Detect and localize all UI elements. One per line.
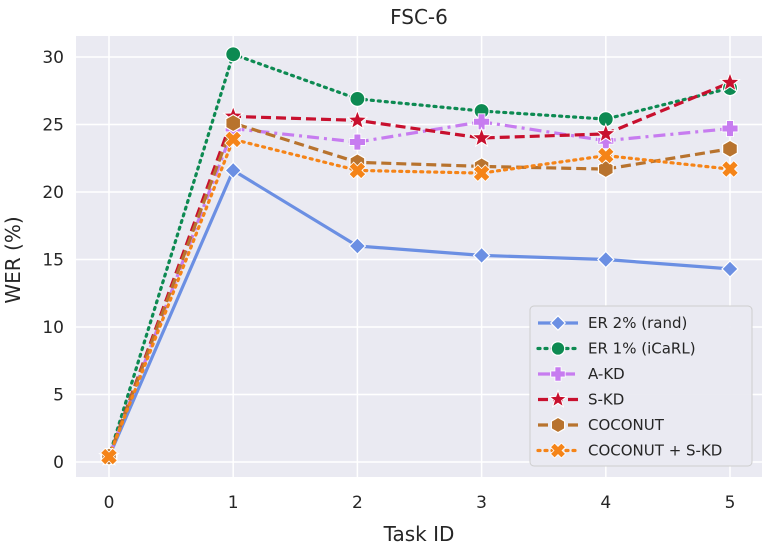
legend-label-1: ER 1% (iCaRL)	[588, 340, 696, 358]
data-point-series-5-task-3	[472, 164, 491, 182]
x-axis-label: Task ID	[383, 522, 455, 546]
series-line-4	[107, 121, 731, 458]
data-point-series-4-task-4	[597, 159, 614, 179]
y-tick-label: 25	[42, 116, 64, 136]
data-point-series-3-task-3	[470, 126, 493, 148]
x-tick-label: 5	[725, 493, 736, 513]
y-axis: 0 5 10 15 20 25 30	[42, 48, 64, 473]
data-point-series-1-task-2	[349, 90, 366, 107]
data-point-series-1-task-1	[225, 46, 242, 63]
x-marker-shape	[100, 447, 118, 466]
y-tick-label: 20	[42, 183, 64, 203]
series-markers	[98, 46, 741, 466]
y-tick-label: 0	[53, 453, 64, 473]
legend-marker-2	[550, 366, 566, 382]
data-point-series-5-task-4	[596, 146, 615, 165]
data-point-series-5-task-0	[100, 447, 118, 466]
data-point-series-2-task-2	[349, 133, 366, 151]
data-point-series-0-task-5	[721, 260, 739, 278]
data-point-series-2-task-5	[721, 120, 739, 137]
series-line-3	[107, 81, 731, 458]
legend-label-2: A-KD	[588, 365, 625, 383]
data-point-series-3-task-2	[346, 109, 369, 130]
legend-label-3: S-KD	[588, 391, 624, 409]
legend-label-0: ER 2% (rand)	[588, 314, 687, 332]
data-point-series-3-task-5	[719, 71, 741, 92]
x-marker-shape	[596, 146, 615, 165]
y-tick-label: 10	[42, 318, 64, 338]
series-line-0	[107, 168, 731, 458]
data-point-series-0-task-1	[224, 161, 243, 180]
x-marker-shape	[224, 130, 243, 149]
data-point-series-5-task-2	[348, 161, 367, 180]
data-point-series-2-task-3	[473, 113, 490, 131]
legend-marker-0	[549, 314, 567, 332]
data-point-series-0-task-2	[348, 237, 367, 255]
legend: ER 2% (rand) ER 1% (iCaRL) A-KD S-KD COCONUT…	[529, 305, 753, 467]
y-tick-label: 15	[42, 251, 64, 271]
data-point-series-3-task-4	[594, 122, 617, 144]
y-tick-label: 30	[42, 48, 64, 68]
data-point-series-4-task-5	[722, 139, 738, 158]
data-point-series-5-task-5	[721, 160, 739, 178]
legend-marker-1	[550, 341, 566, 356]
x-tick-label: 3	[476, 493, 487, 513]
x-marker-shape	[348, 161, 367, 180]
x-tick-label: 1	[228, 493, 239, 513]
series-line-5	[107, 137, 732, 459]
x-marker-shape	[472, 164, 491, 182]
legend-marker-5	[549, 442, 567, 459]
legend-box	[529, 305, 753, 467]
x-tick-label: 0	[104, 493, 115, 513]
legend-marker-4	[550, 416, 566, 434]
data-point-series-5-task-1	[224, 130, 243, 149]
legend-marker-3	[548, 389, 568, 408]
chart-title: FSC-6	[390, 5, 448, 29]
data-point-series-4-task-1	[225, 113, 242, 133]
y-tick-label: 5	[53, 386, 64, 406]
x-marker-shape	[721, 160, 739, 178]
legend-label-4: COCONUT	[588, 416, 665, 434]
series-lines	[107, 52, 732, 459]
data-point-series-0-task-3	[472, 246, 491, 265]
series-line-1	[107, 52, 732, 459]
x-marker-shape	[549, 442, 567, 459]
y-axis-label: WER (%)	[1, 216, 25, 303]
x-axis: 0 1 2 3 4 5	[104, 493, 736, 513]
x-tick-label: 2	[352, 493, 363, 513]
legend-label-5: COCONUT + S-KD	[588, 442, 722, 460]
data-point-series-0-task-4	[596, 250, 615, 269]
x-tick-label: 4	[600, 493, 611, 513]
